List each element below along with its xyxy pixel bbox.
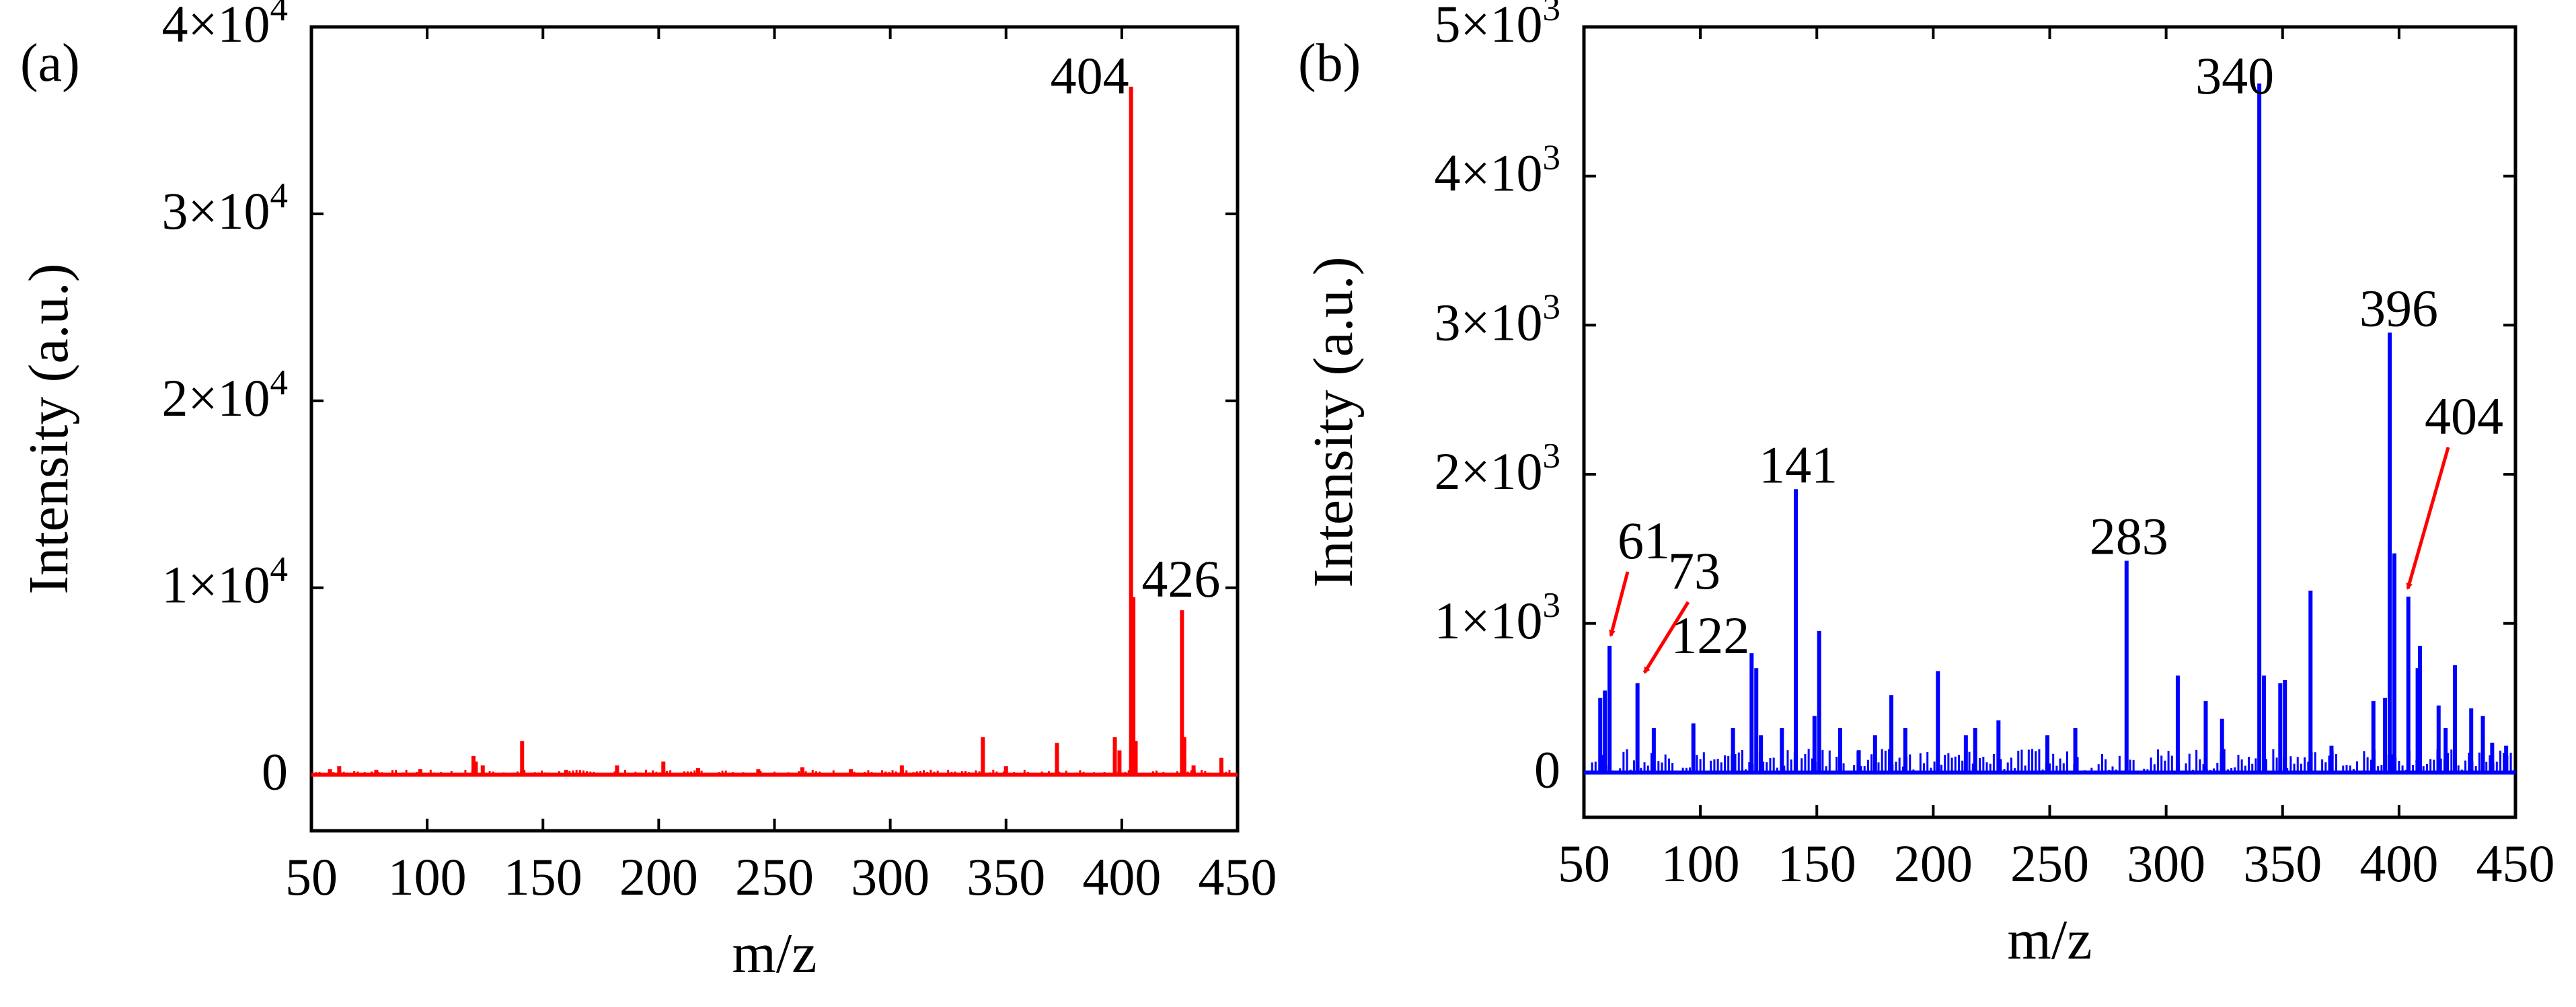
y-tick-label: 3×103 — [1435, 287, 1561, 351]
x-tick-label: 250 — [735, 848, 814, 906]
panel-a-chart: (a) 50 100 150 200 250 300 350 400 450 0 1×104 2×104… — [17, 0, 1277, 985]
x-tick-label: 200 — [619, 848, 698, 906]
panel-label: (b) — [1298, 34, 1361, 93]
peak-arrow — [1609, 571, 1630, 637]
x-tick-label: 300 — [851, 848, 930, 906]
x-axis-label: m/z — [2008, 909, 2092, 971]
peak-arrow — [1642, 601, 1690, 674]
x-tick-label: 50 — [285, 848, 338, 906]
plot-frame — [309, 25, 1240, 833]
peak-label: 122 — [1671, 606, 1749, 665]
x-axis-label: m/z — [732, 922, 817, 985]
x-tick-label: 100 — [1661, 834, 1740, 893]
x-tick-label: 400 — [2359, 834, 2438, 893]
y-tick-label: 5×103 — [1435, 0, 1561, 53]
y-axis-label: Intensity (a.u.) — [17, 263, 80, 594]
plot-frame — [1582, 25, 2517, 819]
peak-label: 404 — [2425, 387, 2503, 445]
x-tick-label: 350 — [2243, 834, 2322, 893]
y-tick-label: 0 — [1534, 740, 1560, 798]
peak-label: 141 — [1759, 435, 1838, 494]
y-tick-label: 2×104 — [162, 363, 289, 427]
y-tick-label: 3×104 — [162, 176, 289, 240]
peak-label: 426 — [1141, 550, 1220, 608]
x-tick-label: 350 — [967, 848, 1045, 906]
x-tick-label: 150 — [504, 848, 582, 906]
peak-label: 340 — [2195, 46, 2274, 105]
peak-arrow — [2406, 447, 2450, 590]
panel-b-chart: (b) 50 100 150 200 250 300 350 400 450 0 1×103 2×103… — [1298, 0, 2555, 971]
y-tick-label: 1×103 — [1435, 586, 1561, 650]
y-tick-label: 4×104 — [162, 0, 289, 53]
x-tick-label: 150 — [1778, 834, 1856, 893]
y-tick-label: 1×104 — [162, 550, 289, 614]
y-tick-label: 4×103 — [1435, 139, 1561, 202]
x-tick-label: 100 — [388, 848, 467, 906]
x-tick-label: 450 — [1199, 848, 1277, 906]
peak-label: 73 — [1668, 542, 1720, 600]
y-tick-label: 0 — [262, 743, 288, 801]
x-tick-label: 450 — [2476, 834, 2555, 893]
peak-label: 283 — [2090, 507, 2168, 566]
x-tick-label: 300 — [2127, 834, 2205, 893]
peak-label: 404 — [1051, 46, 1129, 105]
x-tick-label: 50 — [1558, 834, 1610, 893]
peak-label: 61 — [1618, 511, 1670, 570]
x-tick-label: 400 — [1082, 848, 1161, 906]
x-tick-label: 200 — [1894, 834, 1973, 893]
y-tick-label: 2×103 — [1435, 437, 1561, 500]
x-tick-label: 250 — [2010, 834, 2089, 893]
y-axis-label: Intensity (a.u.) — [1302, 256, 1365, 587]
panel-label: (a) — [20, 34, 80, 93]
peak-label: 396 — [2359, 278, 2438, 337]
